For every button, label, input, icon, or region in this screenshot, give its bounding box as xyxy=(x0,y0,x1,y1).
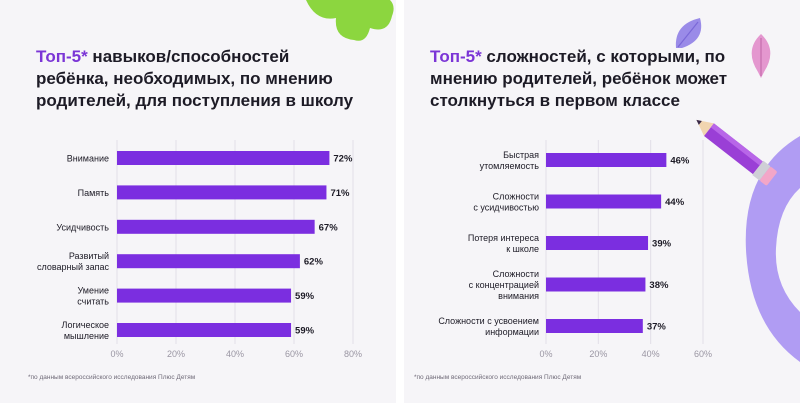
right-title-accent: Топ-5* xyxy=(430,47,482,66)
category-label-line: Развитый xyxy=(69,251,109,261)
category-label: Усидчивость xyxy=(56,222,109,232)
category-label-line: Умение xyxy=(77,286,109,296)
category-label-line: Быстрая xyxy=(503,150,539,160)
value-label: 38% xyxy=(649,280,669,291)
bar xyxy=(117,151,330,165)
leaf-decoration xyxy=(675,18,702,48)
bar xyxy=(117,288,292,303)
category-label-line: считать xyxy=(77,297,109,307)
value-label: 62% xyxy=(304,257,324,268)
category-label-line: Память xyxy=(78,188,110,198)
x-tick-label: 0% xyxy=(110,349,123,359)
x-tick-label: 60% xyxy=(285,349,303,359)
value-label: 44% xyxy=(665,197,685,208)
value-label: 59% xyxy=(295,291,315,302)
category-label-line: внимания xyxy=(498,291,539,301)
category-label: Сложности с концентрацией внимания xyxy=(469,269,540,301)
bar xyxy=(546,236,649,250)
x-tick-label: 80% xyxy=(344,349,362,359)
x-tick-label: 20% xyxy=(589,349,607,359)
category-label-line: Сложности xyxy=(493,269,539,279)
category-label: Логическое мышление xyxy=(62,320,109,341)
bar xyxy=(117,323,292,337)
value-label: 39% xyxy=(652,239,672,250)
category-label: Сложности с усидчивостью xyxy=(473,192,539,213)
category-label-line: Сложности с усвоением xyxy=(438,316,539,326)
category-label-line: информации xyxy=(485,327,539,337)
category-label-line: с концентрацией xyxy=(469,280,539,290)
left-bar-chart: 0% 20% 40% 60% 80% 72% Внимание 71% Память 67% Уси… xyxy=(37,140,362,359)
bar xyxy=(546,319,643,333)
value-label: 46% xyxy=(670,156,690,167)
category-label-line: Внимание xyxy=(67,154,109,164)
pencil-decoration xyxy=(696,119,777,186)
pink-leaf-decoration xyxy=(751,34,771,78)
value-label: 67% xyxy=(319,222,339,233)
category-label: Умение считать xyxy=(77,286,109,307)
left-footnote: *по данным всероссийского исследования П… xyxy=(28,374,196,381)
category-label-line: Усидчивость xyxy=(56,222,109,232)
category-label: Потеря интереса к школе xyxy=(468,233,539,254)
right-title-text: сложностей, с которыми, по мнению родите… xyxy=(430,47,728,110)
x-tick-label: 40% xyxy=(226,349,244,359)
right-bar-chart: 0% 20% 40% 60% 46% Быстрая утомляемость 44% Слож… xyxy=(438,140,712,359)
bar xyxy=(117,254,300,269)
right-chart-title: Топ-5* сложностей, с которыми, по мнению… xyxy=(430,46,760,112)
value-label: 37% xyxy=(647,322,667,333)
value-label: 72% xyxy=(333,154,353,165)
category-label-line: словарный запас xyxy=(37,262,110,272)
bar xyxy=(546,194,662,209)
category-label-line: Логическое xyxy=(62,320,109,330)
x-tick-label: 0% xyxy=(539,349,552,359)
category-label: Сложности с усвоением информации xyxy=(438,316,539,337)
left-title-accent: Топ-5* xyxy=(36,47,88,66)
right-panel: Топ-5* сложностей, с которыми, по мнению… xyxy=(404,0,800,403)
category-label-line: к школе xyxy=(506,244,539,254)
bar xyxy=(117,185,327,200)
left-title-text: навыков/способностей ребёнка, необходимы… xyxy=(36,47,354,110)
left-chart-title: Топ-5* навыков/способностей ребёнка, нео… xyxy=(36,46,366,112)
purple-swirl-decoration xyxy=(745,136,800,362)
category-label-line: Потеря интереса xyxy=(468,233,539,243)
left-panel: Топ-5* навыков/способностей ребёнка, нео… xyxy=(0,0,396,403)
value-label: 71% xyxy=(330,188,350,199)
x-tick-label: 60% xyxy=(694,349,712,359)
category-label: Внимание xyxy=(67,154,109,164)
value-label: 59% xyxy=(295,326,315,337)
category-label-line: Сложности xyxy=(493,192,539,202)
category-label: Развитый словарный запас xyxy=(37,251,110,272)
category-label-line: утомляемость xyxy=(480,161,540,171)
bar xyxy=(546,277,646,292)
x-tick-label: 20% xyxy=(167,349,185,359)
category-label: Быстрая утомляемость xyxy=(480,150,540,171)
category-label-line: мышление xyxy=(64,331,109,341)
category-label: Память xyxy=(78,188,110,198)
green-flower-decoration xyxy=(306,0,394,41)
x-tick-label: 40% xyxy=(642,349,660,359)
right-footnote: *по данным всероссийского исследования П… xyxy=(414,374,582,381)
bar xyxy=(117,219,315,234)
category-label-line: с усидчивостью xyxy=(473,203,539,213)
bar xyxy=(546,153,667,167)
